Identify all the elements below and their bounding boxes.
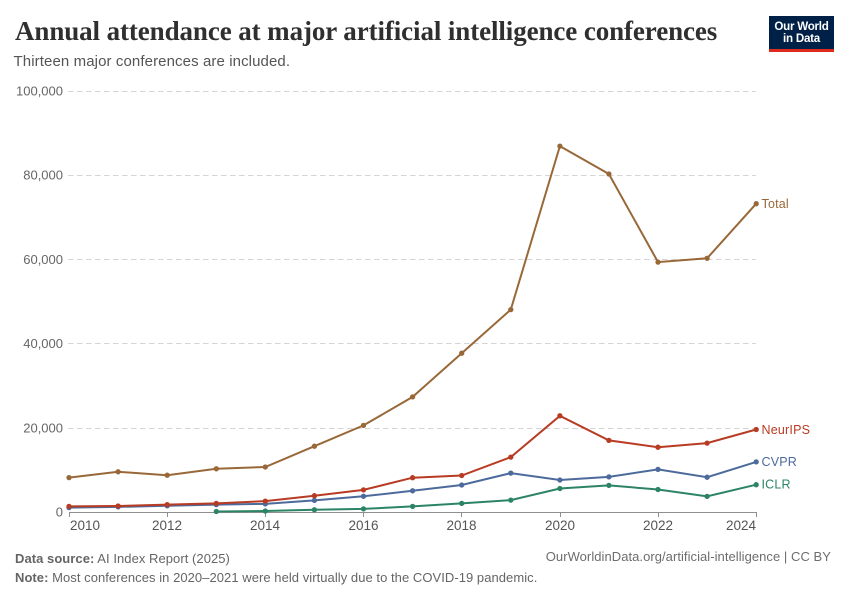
svg-text:2024: 2024 xyxy=(726,518,757,533)
svg-text:2016: 2016 xyxy=(348,518,378,533)
svg-text:100,000: 100,000 xyxy=(16,84,63,99)
svg-text:Total: Total xyxy=(762,197,789,211)
svg-text:2014: 2014 xyxy=(250,518,281,533)
svg-text:40,000: 40,000 xyxy=(23,336,63,351)
svg-text:2012: 2012 xyxy=(152,518,182,533)
svg-text:0: 0 xyxy=(56,505,63,520)
svg-text:ICLR: ICLR xyxy=(762,478,791,492)
svg-text:60,000: 60,000 xyxy=(23,252,63,267)
svg-text:20,000: 20,000 xyxy=(23,420,63,435)
svg-text:2020: 2020 xyxy=(545,518,575,533)
svg-text:2010: 2010 xyxy=(70,518,100,533)
svg-text:NeurIPS: NeurIPS xyxy=(762,423,811,437)
svg-text:2022: 2022 xyxy=(643,518,673,533)
svg-text:2018: 2018 xyxy=(446,518,476,533)
svg-text:CVPR: CVPR xyxy=(762,455,798,469)
svg-text:80,000: 80,000 xyxy=(23,168,63,183)
